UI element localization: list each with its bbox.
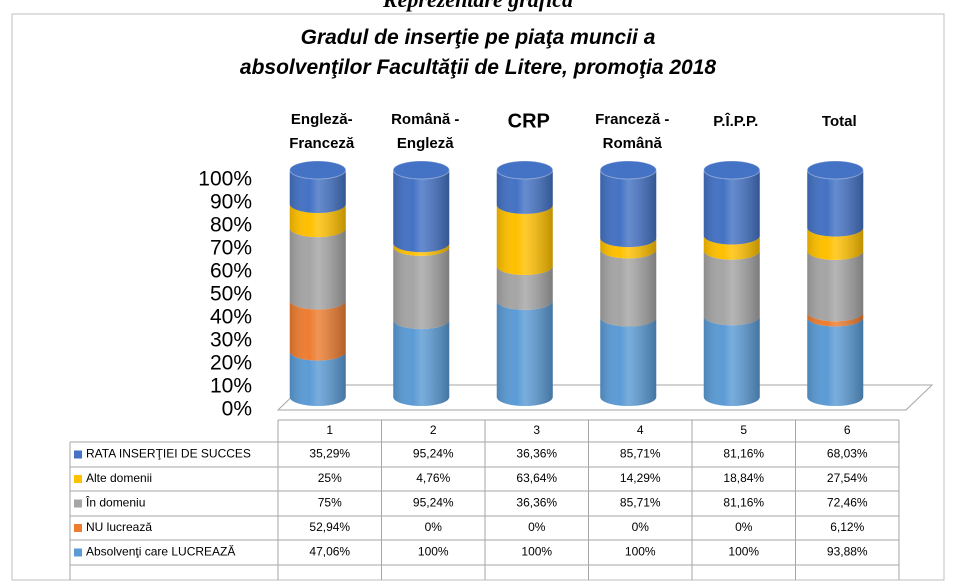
table-cell: 95,24%: [413, 447, 454, 461]
column-label: Engleză-Franceză: [289, 111, 355, 152]
y-tick-label: 10%: [210, 375, 252, 398]
legend-label: Alte domenii: [86, 471, 152, 485]
chart-frame: [11, 13, 945, 581]
y-tick-label: 60%: [210, 260, 252, 283]
x-tick-label: 5: [740, 423, 747, 437]
table-cell: 100%: [418, 545, 449, 559]
cylinder-top: [703, 160, 761, 180]
legend-swatch: [74, 524, 82, 532]
x-tick-label: 3: [533, 423, 540, 437]
table-cell: 100%: [728, 545, 759, 559]
legend-label: Absolvenţi care LUCREAZĂ: [86, 544, 235, 559]
x-tick-label: 6: [844, 423, 851, 437]
table-cell: 52,94%: [309, 520, 350, 534]
plot-area: [289, 160, 864, 406]
y-tick-label: 50%: [210, 283, 252, 306]
cylinder-top: [289, 160, 347, 180]
column-label: Franceză -Română: [595, 111, 669, 152]
y-tick-label: 90%: [210, 191, 252, 214]
x-tick-label: 2: [430, 423, 437, 437]
cylinder-shine: [703, 170, 760, 406]
table-cell: 81,16%: [723, 496, 764, 510]
y-tick-label: 40%: [210, 306, 252, 329]
legend-label: NU lucrează: [86, 520, 152, 534]
y-tick-label: 0%: [222, 398, 252, 421]
table-cell: 36,36%: [516, 447, 557, 461]
table-cell: 0%: [425, 520, 443, 534]
x-tick-label: 4: [637, 423, 644, 437]
table-cell: 68,03%: [827, 447, 868, 461]
table-cell: 35,29%: [309, 447, 350, 461]
column-label: Română -Engleză: [391, 111, 459, 152]
legend-label: În domeniu: [85, 495, 145, 510]
table-cell: 14,29%: [620, 471, 661, 485]
table-cell: 85,71%: [620, 496, 661, 510]
table-cell: 93,88%: [827, 545, 868, 559]
legend-swatch: [74, 450, 82, 459]
column-label: P.Î.P.P.: [713, 112, 758, 130]
table-cell: 81,16%: [723, 447, 764, 461]
column-label: CRP: [508, 110, 550, 132]
cylinder-shine: [807, 170, 864, 406]
table-cell: 47,06%: [309, 545, 350, 559]
table-cell: 85,71%: [620, 447, 661, 461]
heading: Reprezentare grafică: [382, 0, 573, 12]
table-cell: 27,54%: [827, 471, 868, 485]
table-cell: 100%: [625, 545, 656, 559]
table-cell: 63,64%: [516, 471, 557, 485]
table-cell: 25%: [318, 471, 342, 485]
chart-title: Gradul de inserţie pe piaţa muncii a abso…: [240, 26, 716, 79]
cylinder-top: [392, 160, 450, 180]
table-cell: 75%: [318, 496, 342, 510]
table-cell: 6,12%: [830, 520, 864, 534]
cylinder-shine: [600, 170, 657, 406]
column-label: Total: [822, 113, 857, 130]
table-cell: 0%: [735, 520, 753, 534]
y-tick-label: 80%: [210, 214, 252, 237]
table-cell: 18,84%: [723, 471, 764, 485]
legend-swatch: [74, 499, 82, 508]
table-cell: 100%: [521, 545, 552, 559]
table-cell: 0%: [632, 520, 650, 534]
cylinder-shine: [496, 170, 553, 406]
table-cell: 72,46%: [827, 496, 868, 510]
y-tick-label: 30%: [210, 329, 252, 352]
table-cell: 95,24%: [413, 496, 454, 510]
legend-swatch: [74, 548, 82, 557]
cylinder-top: [599, 160, 657, 180]
x-tick-label: 1: [326, 423, 333, 437]
table-cell: 36,36%: [516, 496, 557, 510]
table-cell: 4,76%: [416, 471, 450, 485]
legend-swatch: [74, 475, 82, 483]
cylinder-top: [496, 160, 554, 180]
y-tick-label: 20%: [210, 352, 252, 375]
table-cell: 0%: [528, 520, 546, 534]
legend-label: RATA INSERŢIEI DE SUCCES: [86, 447, 251, 461]
y-tick-label: 70%: [210, 237, 252, 260]
cylinder-top: [806, 160, 864, 180]
cylinder-shine: [393, 170, 450, 406]
cylinder-shine: [289, 170, 346, 406]
y-tick-label: 100%: [198, 168, 252, 191]
